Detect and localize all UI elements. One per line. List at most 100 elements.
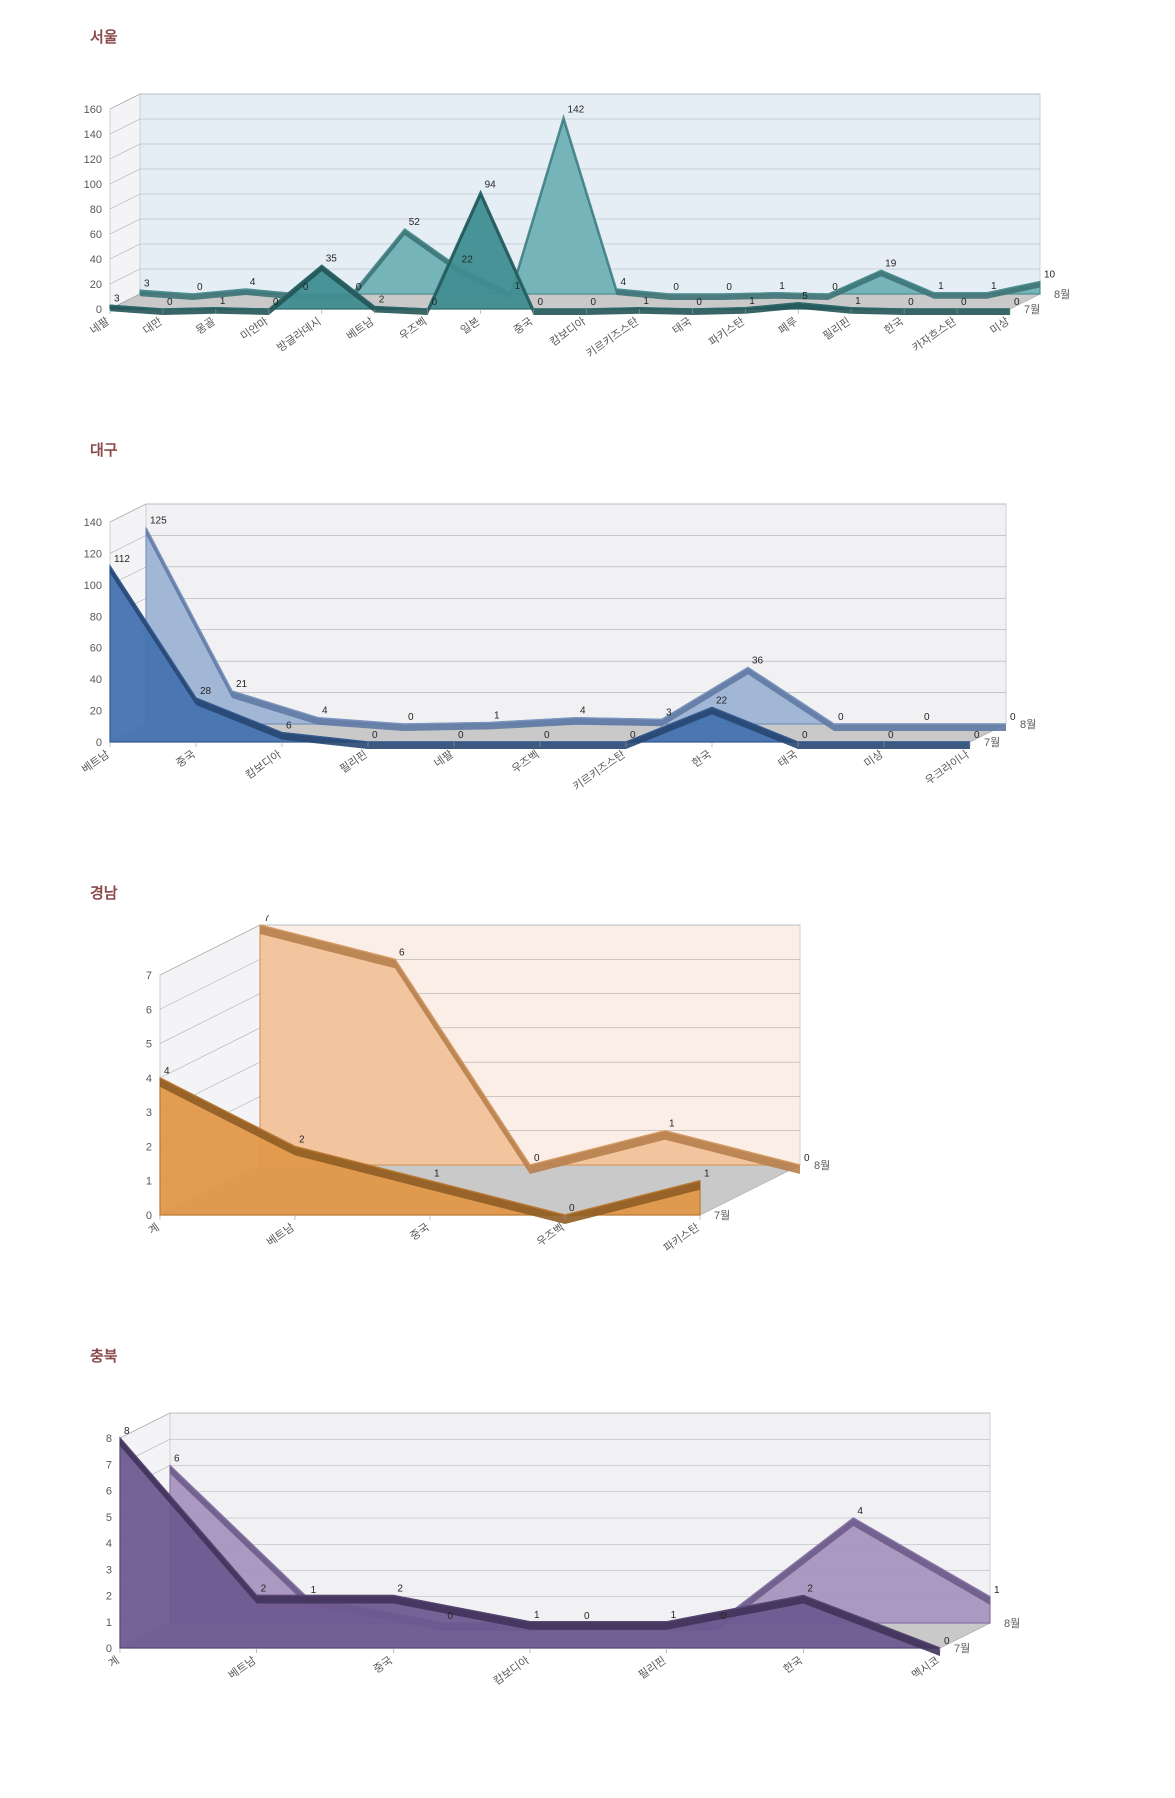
value-label-back: 0	[832, 282, 838, 293]
value-label-back: 0	[584, 1611, 590, 1622]
x-category-label: 필리핀	[337, 748, 369, 776]
y-tick-label: 120	[84, 548, 102, 560]
y-tick-label: 6	[106, 1486, 112, 1498]
x-category-label: 멕시코	[909, 1654, 941, 1682]
y-tick-label: 0	[96, 304, 102, 316]
chart-canvas-chungbuk: 01234567861000418221120계베트남중국캄보디아필리핀한국멕시…	[40, 1378, 1100, 1738]
y-tick-label: 0	[146, 1210, 152, 1222]
value-label-back: 125	[150, 516, 167, 527]
value-label-front: 0	[1014, 297, 1020, 308]
depth-label: 8월	[1004, 1617, 1020, 1630]
y-tick-label: 100	[84, 179, 102, 191]
value-label-back: 4	[857, 1506, 863, 1517]
value-label-back: 36	[752, 655, 764, 666]
x-category-label: 우즈벡	[534, 1221, 566, 1249]
chart-canvas-seoul: 0204060801001201401603040052221142400101…	[40, 59, 1100, 399]
value-label-front: 112	[114, 554, 130, 565]
value-label-back: 6	[399, 947, 405, 958]
value-label-back: 4	[322, 706, 328, 717]
x-category-label: 미상	[988, 315, 1012, 337]
value-label-back: 142	[568, 105, 585, 116]
x-category-label: 필리핀	[636, 1654, 668, 1682]
depth-label: 8월	[814, 1159, 830, 1172]
x-category-label: 태국	[776, 748, 800, 770]
chart-daegu: 대구02040608010012014012521401433600011228…	[40, 439, 1135, 842]
x-category-label: 캄보디아	[243, 748, 284, 782]
value-label-back: 1	[669, 1119, 675, 1130]
y-tick-label: 7	[146, 970, 152, 982]
x-category-label: 대만	[141, 315, 165, 337]
value-label-back: 0	[924, 712, 930, 723]
value-label-back: 0	[804, 1153, 810, 1164]
value-label-back: 0	[303, 282, 309, 293]
value-label-front: 0	[961, 297, 967, 308]
value-label-back: 0	[408, 712, 414, 723]
chart-title-daegu: 대구	[90, 439, 1135, 460]
depth-label: 8월	[1054, 288, 1070, 301]
x-category-label: 계	[146, 1221, 162, 1237]
x-category-label: 중국	[512, 316, 535, 337]
value-label-front: 2	[299, 1134, 305, 1145]
value-label-front: 35	[326, 253, 338, 264]
y-tick-label: 3	[146, 1107, 152, 1119]
depth-label: 7월	[1024, 303, 1040, 316]
x-category-label: 중국	[408, 1222, 431, 1243]
value-label-front: 1	[220, 296, 226, 307]
value-label-back: 0	[356, 282, 362, 293]
value-label-front: 1	[855, 296, 861, 307]
x-category-label: 우즈벡	[509, 748, 541, 776]
x-category-label: 한국	[690, 748, 714, 770]
value-label-front: 0	[908, 297, 914, 308]
x-category-label: 캄보디아	[548, 315, 589, 349]
x-category-label: 베트남	[226, 1654, 258, 1682]
floor	[110, 294, 1040, 309]
value-label-front: 0	[590, 297, 596, 308]
value-label-front: 0	[802, 730, 808, 741]
value-label-back: 1	[938, 281, 944, 292]
y-tick-label: 4	[106, 1538, 112, 1550]
value-label-front: 0	[696, 297, 702, 308]
x-category-label: 방글라데시	[275, 315, 324, 355]
value-label-back: 0	[197, 282, 203, 293]
x-category-label: 중국	[174, 749, 197, 770]
y-tick-label: 5	[146, 1039, 152, 1051]
x-category-label: 베트남	[79, 748, 111, 776]
y-tick-label: 0	[96, 737, 102, 749]
y-tick-label: 160	[84, 104, 102, 116]
value-label-front: 5	[802, 291, 808, 302]
x-category-label: 필리핀	[821, 315, 853, 343]
value-label-front: 28	[200, 686, 212, 697]
y-tick-label: 140	[84, 129, 102, 141]
x-category-label: 우즈벡	[397, 315, 429, 343]
chart-title-seoul: 서울	[90, 26, 1135, 47]
value-label-front: 22	[716, 695, 728, 706]
value-label-front: 0	[974, 730, 980, 741]
y-tick-label: 6	[146, 1004, 152, 1016]
x-category-label: 키르키즈스탄	[571, 748, 628, 793]
value-label-back: 0	[1010, 712, 1016, 723]
value-label-back: 0	[534, 1153, 540, 1164]
x-category-label: 베트남	[264, 1221, 296, 1249]
value-label-back: 0	[721, 1611, 727, 1622]
value-label-back: 6	[174, 1454, 180, 1465]
value-label-back: 4	[250, 277, 256, 288]
value-label-front: 0	[944, 1636, 950, 1647]
value-label-front: 2	[261, 1584, 267, 1595]
x-category-label: 페루	[776, 315, 800, 337]
value-label-back: 7	[264, 915, 270, 924]
value-label-front: 0	[432, 297, 438, 308]
y-tick-label: 0	[106, 1643, 112, 1655]
value-label-back: 0	[838, 712, 844, 723]
value-label-back: 19	[885, 258, 897, 269]
value-label-front: 1	[671, 1610, 677, 1621]
x-category-label: 한국	[882, 315, 906, 337]
y-tick-label: 8	[106, 1433, 112, 1445]
value-label-front: 8	[124, 1426, 130, 1437]
x-category-label: 태국	[670, 315, 694, 337]
x-category-label: 미얀마	[238, 314, 271, 343]
y-tick-label: 100	[84, 580, 102, 592]
value-label-front: 0	[569, 1203, 575, 1214]
value-label-front: 94	[485, 180, 497, 191]
value-label-front: 0	[630, 730, 636, 741]
depth-label: 7월	[714, 1209, 730, 1222]
